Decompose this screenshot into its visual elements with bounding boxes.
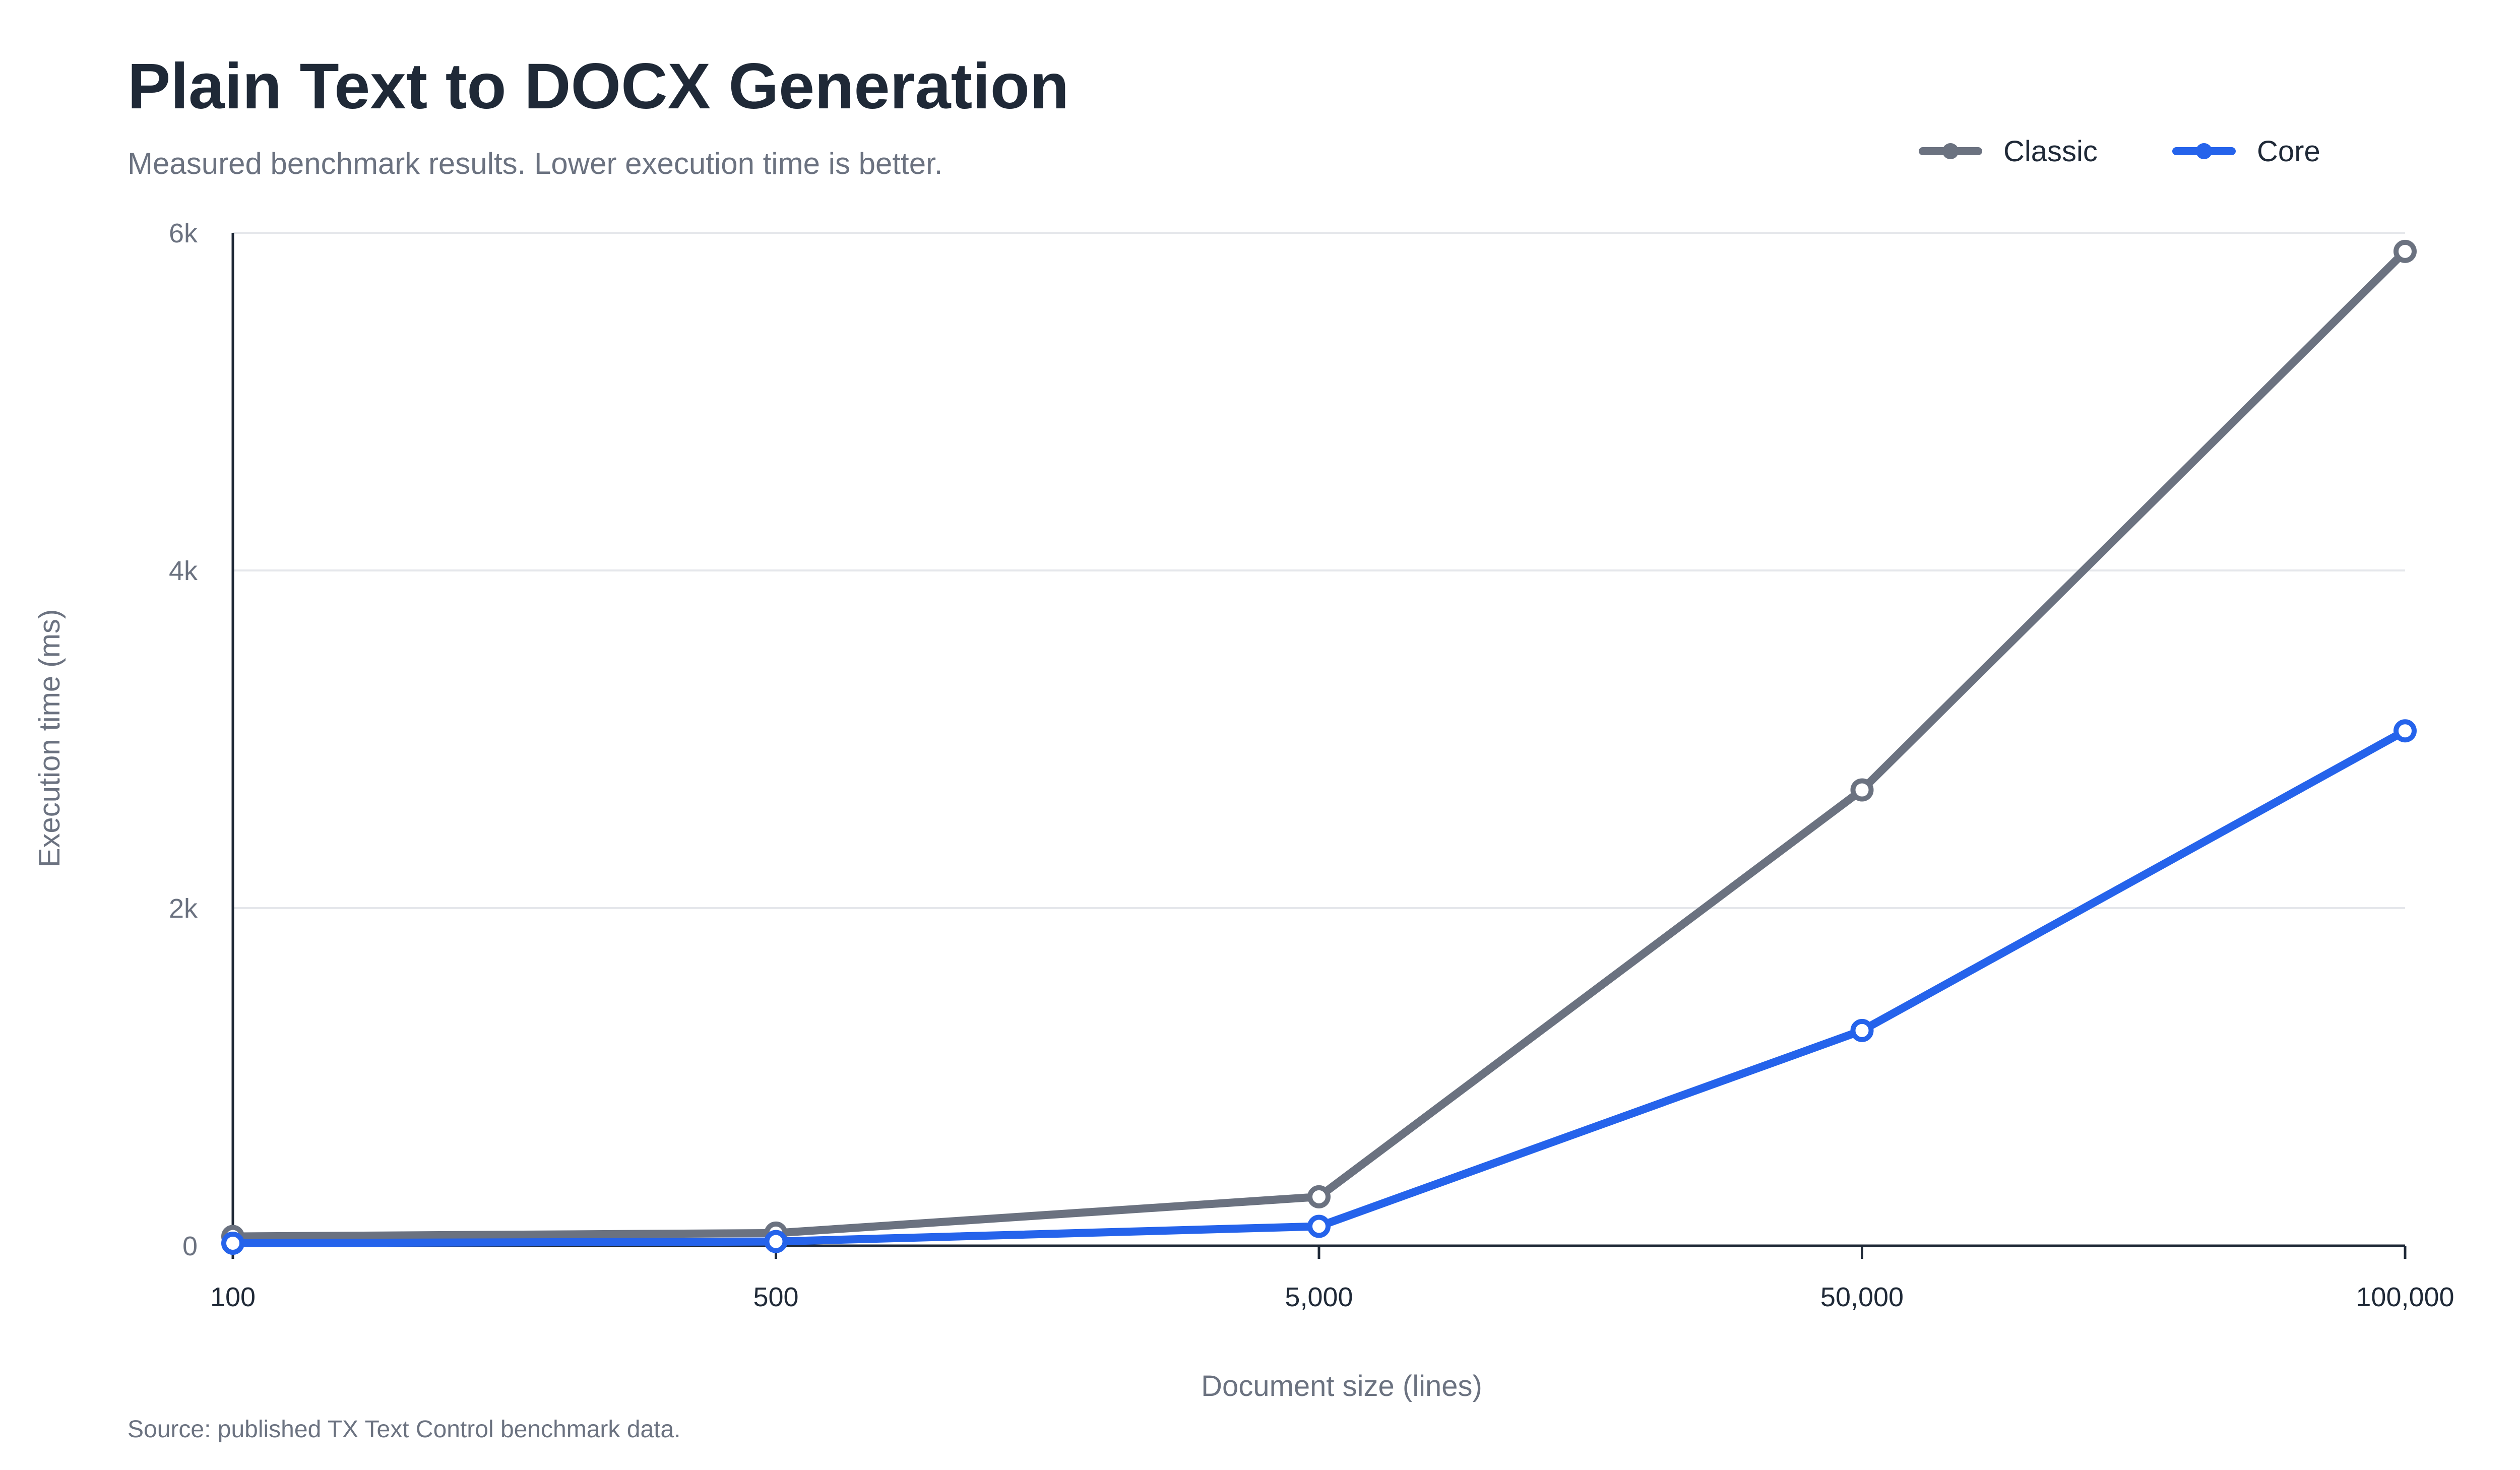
legend-label: Classic <box>2003 135 2098 168</box>
gridlines <box>233 232 2405 909</box>
data-point-core <box>1850 1018 1874 1042</box>
x-tick-label: 100,000 <box>2356 1282 2454 1312</box>
data-point-core <box>2393 719 2417 743</box>
y-tick-label: 0 <box>182 1231 198 1261</box>
source-note: Source: published TX Text Control benchm… <box>128 1416 681 1443</box>
legend-item-classic: Classic <box>1919 135 2098 168</box>
legend-label: Core <box>2257 135 2320 168</box>
data-point-core <box>221 1231 244 1255</box>
x-tick-label: 500 <box>753 1282 798 1312</box>
chart-title: Plain Text to DOCX Generation <box>128 50 1069 122</box>
data-point-core <box>1307 1215 1331 1238</box>
legend: Classic Core <box>1919 135 2320 168</box>
chart-subtitle: Measured benchmark results. Lower execut… <box>128 147 942 180</box>
data-point-classic <box>2393 239 2417 263</box>
legend-marker <box>2196 143 2212 159</box>
x-axis-label: Document size (lines) <box>1201 1370 1482 1402</box>
y-tick-label: 6k <box>169 218 198 248</box>
y-axis-label: Execution time (ms) <box>33 609 66 867</box>
data-point-core <box>764 1230 788 1253</box>
x-tick-label: 100 <box>210 1282 256 1312</box>
x-tick-label: 5,000 <box>1285 1282 1353 1312</box>
y-tick-label: 4k <box>169 556 198 586</box>
data-point-classic <box>1307 1185 1331 1208</box>
y-tick-label: 2k <box>169 893 198 924</box>
data-point-classic <box>1850 778 1874 802</box>
legend-marker <box>1942 143 1959 159</box>
tick-labels: 0 2k 4k 6k 100 500 5,000 50,000 100,000 <box>169 218 2454 1312</box>
series-lines <box>221 239 2417 1255</box>
x-tick-label: 50,000 <box>1820 1282 1904 1312</box>
legend-item-core: Core <box>2172 135 2320 168</box>
